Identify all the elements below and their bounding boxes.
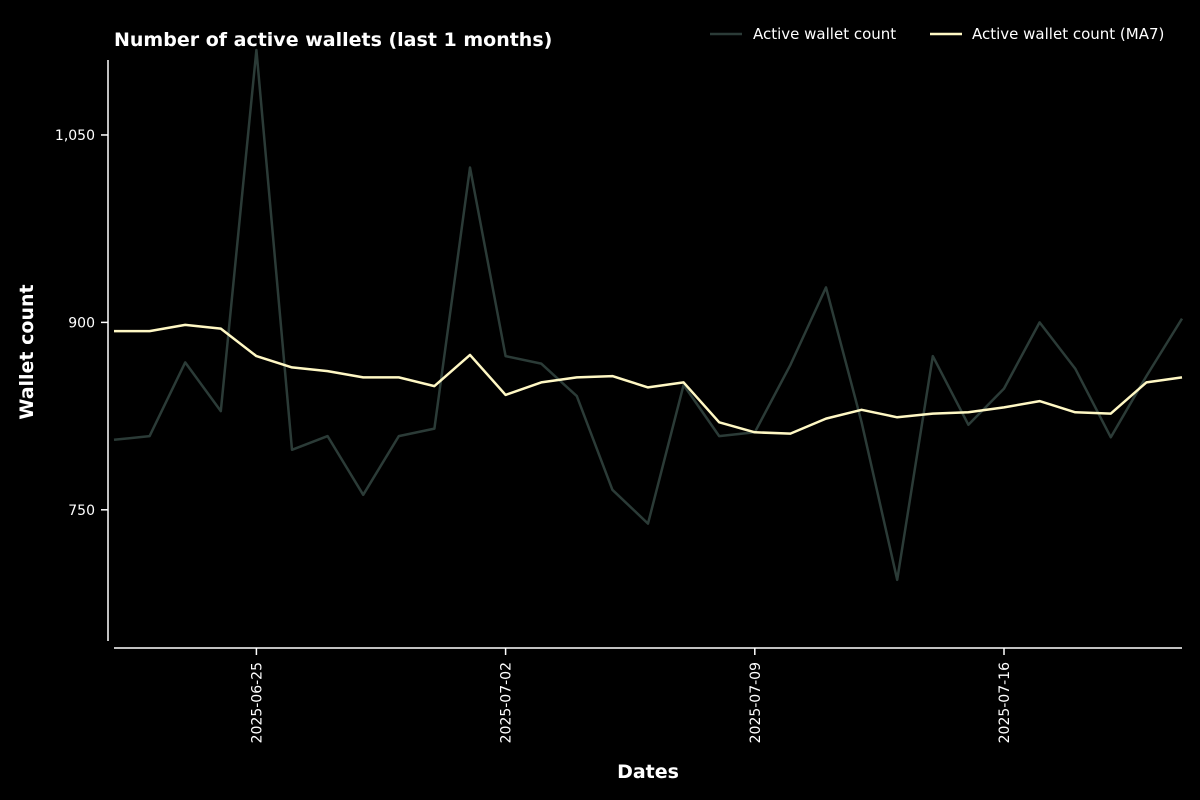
x-tick-label: 2025-07-09 [748, 662, 764, 743]
legend-label-active-wallet-count: Active wallet count [753, 25, 896, 43]
series-layer [113, 48, 1184, 582]
series-line-active-wallet-count-ma7 [114, 323, 1183, 435]
y-tick-label: 1,050 [55, 128, 95, 144]
y-axis-ticks: 750 900 1,050 [55, 128, 108, 519]
x-tick-label: 2025-06-25 [249, 662, 265, 743]
y-axis-title: Wallet count [16, 284, 38, 419]
x-axis-ticks: 2025-06-25 2025-07-02 2025-07-09 2025-07-16 [249, 648, 1013, 743]
x-tick-label: 2025-07-02 [499, 662, 515, 743]
x-tick-label: 2025-07-16 [997, 662, 1013, 743]
series-line-active-wallet-count [113, 48, 1184, 582]
x-axis-title: Dates [617, 761, 679, 783]
legend: Active wallet count Active wallet count … [710, 25, 1164, 43]
legend-label-active-wallet-count-ma7: Active wallet count (MA7) [972, 25, 1164, 43]
y-tick-label: 900 [68, 315, 95, 331]
y-tick-label: 750 [68, 503, 95, 519]
chart-title: Number of active wallets (last 1 months) [114, 29, 552, 51]
